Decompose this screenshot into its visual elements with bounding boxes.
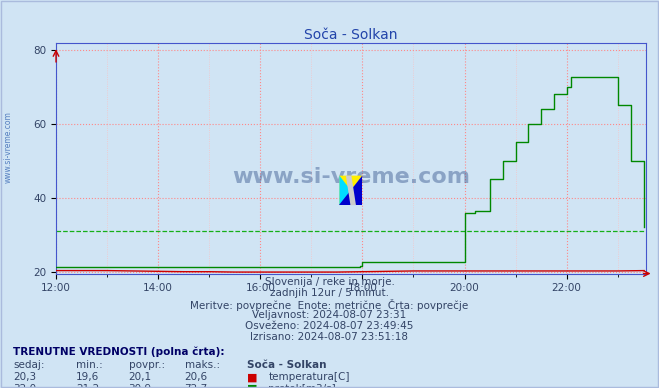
Text: 32,0: 32,0 (13, 384, 36, 388)
Text: 20,6: 20,6 (185, 372, 208, 383)
Text: 21,2: 21,2 (76, 384, 99, 388)
Text: Osveženo: 2024-08-07 23:49:45: Osveženo: 2024-08-07 23:49:45 (245, 321, 414, 331)
Text: Soča - Solkan: Soča - Solkan (247, 360, 327, 370)
Polygon shape (339, 176, 352, 205)
Text: Slovenija / reke in morje.: Slovenija / reke in morje. (264, 277, 395, 288)
Text: Meritve: povprečne  Enote: metrične  Črta: povprečje: Meritve: povprečne Enote: metrične Črta:… (190, 299, 469, 311)
Polygon shape (346, 176, 356, 205)
Text: www.si-vreme.com: www.si-vreme.com (232, 166, 470, 187)
Text: 20,1: 20,1 (129, 372, 152, 383)
Text: TRENUTNE VREDNOSTI (polna črta):: TRENUTNE VREDNOSTI (polna črta): (13, 346, 225, 357)
Polygon shape (339, 176, 362, 205)
Polygon shape (339, 176, 362, 205)
Text: Veljavnost: 2024-08-07 23:31: Veljavnost: 2024-08-07 23:31 (252, 310, 407, 320)
Text: zadnjih 12ur / 5 minut.: zadnjih 12ur / 5 minut. (270, 288, 389, 298)
Text: 20,3: 20,3 (13, 372, 36, 383)
Text: min.:: min.: (76, 360, 103, 370)
Text: temperatura[C]: temperatura[C] (268, 372, 350, 383)
Title: Soča - Solkan: Soča - Solkan (304, 28, 397, 42)
Text: povpr.:: povpr.: (129, 360, 165, 370)
Text: pretok[m3/s]: pretok[m3/s] (268, 384, 336, 388)
Text: ■: ■ (247, 372, 258, 383)
Text: ■: ■ (247, 384, 258, 388)
Text: 72,7: 72,7 (185, 384, 208, 388)
Text: 30,9: 30,9 (129, 384, 152, 388)
Text: maks.:: maks.: (185, 360, 219, 370)
Text: www.si-vreme.com: www.si-vreme.com (3, 111, 13, 184)
Text: 19,6: 19,6 (76, 372, 99, 383)
Text: sedaj:: sedaj: (13, 360, 45, 370)
Text: Izrisano: 2024-08-07 23:51:18: Izrisano: 2024-08-07 23:51:18 (250, 332, 409, 342)
